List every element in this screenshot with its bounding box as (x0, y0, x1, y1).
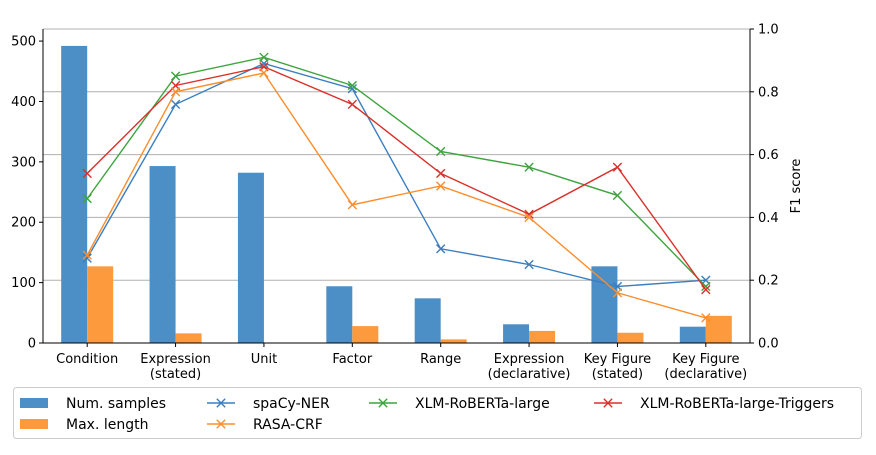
bar-num-samples (237, 172, 264, 343)
left-tick-label: 500 (11, 35, 36, 50)
x-tick-label: (stated) (592, 367, 643, 382)
point-xlm-roberta-large (524, 162, 534, 172)
legend-label: Num. samples (66, 396, 166, 412)
legend-label: XLM-RoBERTa-large-Triggers (640, 396, 834, 412)
point-xlm-roberta-large-triggers (347, 99, 358, 110)
x-tick-label: Unit (251, 352, 277, 367)
legend-entry-rasa-crf: RASA-CRF (207, 417, 323, 433)
bar-num-samples (414, 298, 441, 343)
point-rasa-crf (82, 250, 92, 260)
right-axis-label: F1 score (789, 159, 804, 214)
point-rasa-crf (612, 288, 623, 298)
legend-label: RASA-CRF (253, 417, 323, 433)
x-tick-label: Condition (56, 352, 118, 367)
bar-max-length (617, 332, 644, 343)
x-tick-label: (declarative) (664, 367, 747, 382)
bar-num-samples (679, 326, 706, 343)
legend-marker (603, 398, 613, 408)
legend-label: XLM-RoBERTa-large (415, 396, 550, 412)
legend-entry-xlm-roberta-large-triggers: XLM-RoBERTa-large-Triggers (594, 396, 834, 412)
legend: Num. samples spaCy-NER XLM-RoBERTa-large XL… (13, 387, 862, 439)
bar-num-samples (61, 45, 88, 344)
legend-box (13, 387, 862, 439)
x-tick-label: Range (420, 352, 461, 367)
right-tick-label: 0.8 (758, 85, 779, 100)
right-tick-label: 0.6 (758, 148, 779, 163)
point-xlm-roberta-large-triggers (701, 284, 711, 295)
point-xlm-roberta-large (259, 52, 269, 62)
point-rasa-crf (435, 181, 446, 191)
point-rasa-crf (259, 68, 269, 78)
x-tick-label: Expression (494, 352, 565, 367)
bars (61, 45, 732, 344)
left-tick-label: 300 (11, 155, 36, 170)
point-xlm-roberta-large (82, 193, 92, 204)
point-rasa-crf (347, 200, 358, 210)
left-tick-label: 100 (11, 276, 36, 291)
point-rasa-crf (701, 313, 711, 323)
point-spacy-ner (170, 99, 181, 110)
right-tick-label: 0.4 (758, 211, 779, 226)
legend-marker (378, 398, 388, 408)
bar-num-samples (149, 166, 176, 343)
point-rasa-crf (170, 87, 181, 97)
point-xlm-roberta-large (701, 281, 711, 292)
right-tick-label: 1.0 (758, 23, 779, 38)
left-tick-label: 200 (11, 216, 36, 231)
point-spacy-ner (435, 244, 446, 254)
point-xlm-roberta-large-triggers (435, 168, 446, 179)
legend-marker (216, 419, 226, 429)
right-tick-label: 0.0 (758, 337, 779, 352)
legend-swatch (20, 419, 48, 429)
x-tick-label: (declarative) (488, 367, 571, 382)
bar-max-length (87, 266, 114, 343)
x-tick-label: Factor (332, 352, 372, 367)
bar-num-samples (326, 286, 353, 343)
point-spacy-ner (82, 253, 92, 263)
point-xlm-roberta-large-triggers (82, 168, 92, 179)
x-tick-label: (stated) (150, 367, 201, 382)
legend-entry-xlm-roberta-large: XLM-RoBERTa-large (369, 396, 550, 412)
legend-label: Max. length (66, 417, 148, 433)
point-spacy-ner (524, 259, 534, 270)
x-tick-label: Expression (140, 352, 211, 367)
gridlines (43, 28, 750, 344)
legend-label: spaCy-NER (253, 396, 330, 412)
left-tick-label: 400 (11, 95, 36, 110)
bar-max-length (352, 326, 379, 343)
legend-marker (216, 398, 226, 408)
legend-swatch (20, 398, 48, 408)
line-xlm-roberta-large-triggers (86, 65, 707, 291)
legend-entry-num-samples: Num. samples (20, 396, 166, 412)
legend-entry-max-length: Max. length (20, 417, 148, 433)
axes: 0 100 200 300 400 500 0.0 0.2 0.4 0.6 0.8 1.0 F1 sco… (11, 23, 804, 383)
line-rasa-crf (86, 72, 706, 319)
point-xlm-roberta-large-triggers (612, 162, 623, 172)
point-spacy-ner (347, 83, 358, 94)
bar-max-length (440, 339, 467, 343)
left-tick-label: 0 (28, 337, 36, 352)
point-rasa-crf (524, 212, 534, 223)
point-xlm-roberta-large (170, 71, 181, 81)
bar-max-length (175, 333, 202, 343)
line-xlm-roberta-large (86, 56, 707, 287)
point-xlm-roberta-large (347, 80, 358, 91)
x-tick-label: Key Figure (584, 352, 651, 367)
line-spacy-ner (86, 62, 706, 288)
bar-num-samples (591, 266, 618, 343)
point-xlm-roberta-large (435, 146, 446, 157)
bar-max-length (529, 330, 556, 343)
x-tick-label: Key Figure (672, 352, 739, 367)
legend-entry-spacy-ner: spaCy-NER (207, 396, 330, 412)
bar-max-length (705, 315, 732, 343)
f1-lines (82, 52, 711, 323)
point-xlm-roberta-large (612, 190, 623, 201)
right-tick-label: 0.2 (758, 274, 779, 289)
bar-num-samples (503, 324, 530, 343)
